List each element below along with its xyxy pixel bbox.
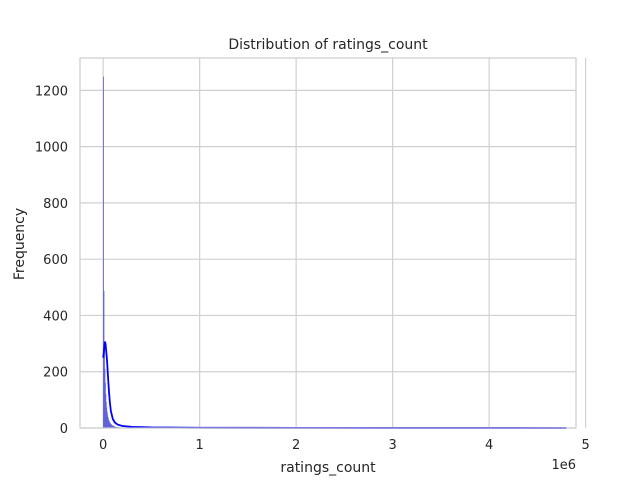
- y-tick-label: 1000: [35, 141, 68, 156]
- y-axis-title: Frequency: [12, 208, 28, 280]
- y-tick-label: 200: [43, 366, 68, 381]
- x-tick-label: 4: [485, 438, 493, 453]
- tick-labels: 0 1 2 3 4 5 0 200 400 600 800 1000 1200: [35, 84, 590, 453]
- grid-lines: [80, 58, 587, 429]
- x-tick-label: 3: [389, 438, 397, 453]
- y-tick-label: 600: [43, 253, 68, 268]
- x-tick-label: 5: [582, 438, 590, 453]
- y-tick-label: 1200: [35, 84, 68, 99]
- x-tick-label: 1: [196, 438, 204, 453]
- x-tick-label: 2: [292, 438, 300, 453]
- y-tick-label: 800: [43, 197, 68, 212]
- chart-title: Distribution of ratings_count: [228, 37, 428, 53]
- x-axis-offset-label: 1e6: [551, 458, 576, 473]
- x-tick-label: 0: [99, 438, 107, 453]
- y-tick-label: 400: [43, 309, 68, 324]
- plot-area: [80, 58, 576, 428]
- plot-frame: [79, 57, 577, 429]
- y-tick-label: 0: [60, 422, 68, 437]
- x-axis-title: ratings_count: [280, 460, 376, 476]
- axes-frame: [79, 57, 577, 429]
